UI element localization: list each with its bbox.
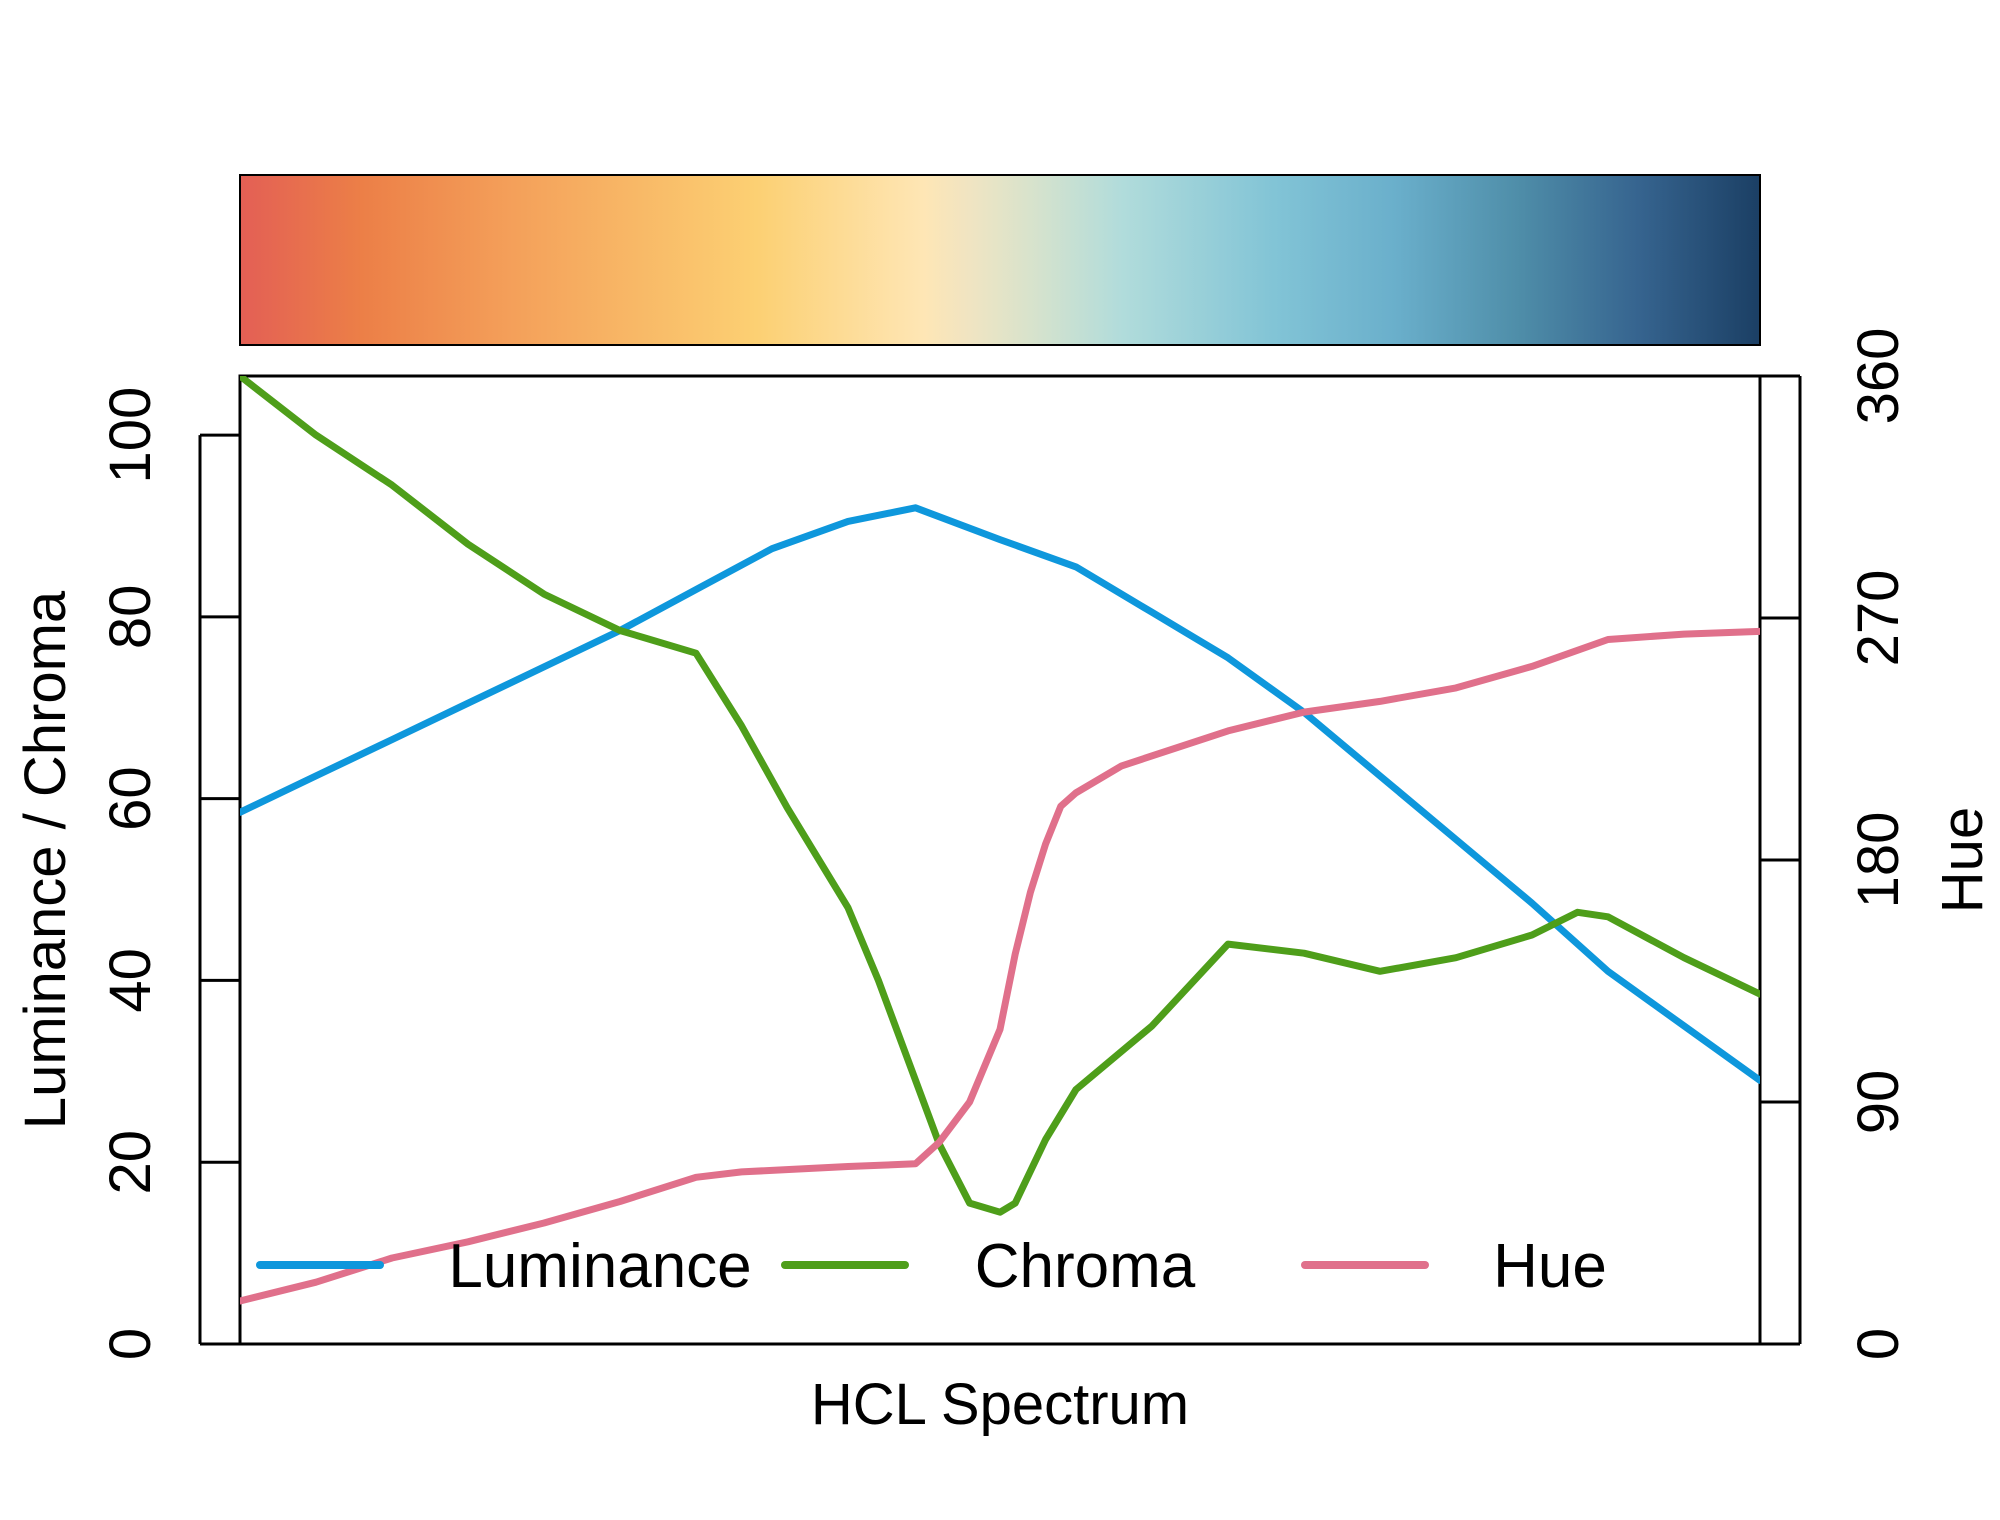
- left-tick-label: 0: [98, 1328, 163, 1360]
- right-tick-label: 180: [1846, 812, 1911, 909]
- legend: Luminance Chroma Hue: [256, 1232, 1607, 1301]
- left-tick-label: 80: [98, 585, 163, 650]
- right-tick-label: 270: [1846, 570, 1911, 667]
- left-y-axis-title: Luminance / Chroma: [13, 590, 78, 1129]
- series-line-chroma: [240, 376, 1760, 1216]
- left-tick-label: 40: [98, 948, 163, 1013]
- left-y-axis: 0 20 40 60 80 100: [98, 387, 240, 1360]
- legend-label-luminance: Luminance: [448, 1232, 751, 1301]
- right-y-axis: 0 90 180 270 360: [1760, 328, 1911, 1360]
- left-tick-label: 20: [98, 1130, 163, 1195]
- right-tick-label: 0: [1846, 1328, 1911, 1360]
- right-tick-label: 360: [1846, 328, 1911, 425]
- legend-label-chroma: Chroma: [975, 1232, 1196, 1301]
- series-line-hue: [240, 627, 1760, 1305]
- right-y-axis-title: Hue: [1930, 807, 1995, 913]
- left-tick-label: 100: [98, 387, 163, 484]
- left-tick-label: 60: [98, 766, 163, 831]
- series-line-luminance: [240, 504, 1760, 1084]
- right-tick-label: 90: [1846, 1070, 1911, 1135]
- x-axis-title: HCL Spectrum: [811, 1372, 1189, 1437]
- plot-frame: [238, 374, 1762, 1346]
- series-lines: [240, 376, 1760, 1305]
- legend-label-hue: Hue: [1493, 1232, 1607, 1301]
- color-spectrum-bar: [239, 174, 1761, 346]
